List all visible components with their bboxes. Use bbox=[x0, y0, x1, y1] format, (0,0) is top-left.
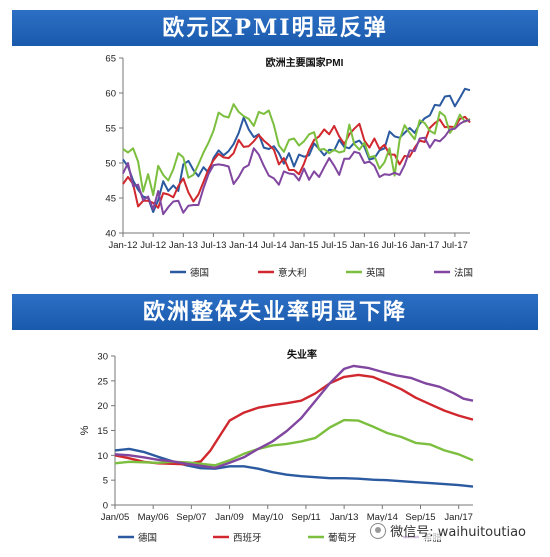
unemp-series-line-3 bbox=[114, 364, 474, 469]
pmi-y-tick-label: 45 bbox=[105, 194, 116, 205]
pmi-x-tick-label: Jul-16 bbox=[382, 240, 408, 251]
pmi-x-tick-label: Jul-13 bbox=[201, 240, 227, 251]
unemp-x-tick-label: Jan/09 bbox=[215, 512, 244, 523]
unemp-series-line-2 bbox=[114, 418, 474, 467]
unemp-x-tick-label: Jan/05 bbox=[101, 512, 130, 523]
pmi-chart-title: 欧洲主要国家PMI bbox=[266, 56, 344, 69]
pmi-series-line-1 bbox=[122, 115, 471, 209]
pmi-x-tick-label: Jul-15 bbox=[321, 240, 347, 251]
pmi-legend-label-2: 英国 bbox=[366, 267, 385, 279]
unemp-series-line-0 bbox=[114, 447, 474, 488]
pmi-legend-label-3: 法国 bbox=[454, 267, 473, 279]
pmi-x-tick-label: Jul-12 bbox=[140, 240, 166, 251]
pmi-x-tick-label: Jan-13 bbox=[169, 240, 198, 251]
unemp-legend-label-2: 葡萄牙 bbox=[328, 532, 357, 544]
pmi-legend-label-1: 意大利 bbox=[278, 267, 307, 279]
pmi-y-tick-label: 65 bbox=[105, 54, 116, 65]
pmi-y-tick-label: 60 bbox=[105, 89, 116, 100]
unemp-x-tick-label: May/06 bbox=[138, 512, 169, 523]
unemp-y-tick-label: 15 bbox=[97, 426, 108, 437]
unemp-y-tick-label: 10 bbox=[97, 451, 108, 462]
pmi-x-tick-label: Jan-12 bbox=[108, 240, 137, 251]
section-title-unemployment: 欧洲整体失业率明显下降 bbox=[12, 294, 538, 330]
unemp-x-tick-label: Sep/07 bbox=[176, 512, 206, 523]
pmi-x-tick-label: Jul-17 bbox=[442, 240, 468, 251]
unemp-y-tick-label: 25 bbox=[97, 376, 108, 387]
unemp-y-axis-label: % bbox=[79, 425, 91, 435]
pmi-y-tick-label: 40 bbox=[105, 229, 116, 240]
unemp-y-tick-label: 30 bbox=[97, 352, 108, 363]
pmi-x-tick-label: Jan-16 bbox=[350, 240, 379, 251]
pmi-x-tick-label: Jan-17 bbox=[410, 240, 439, 251]
pmi-x-tick-label: Jan-14 bbox=[229, 240, 258, 251]
unemp-y-tick-label: 5 bbox=[103, 476, 108, 487]
pmi-x-tick-label: Jul-14 bbox=[261, 240, 287, 251]
unemp-chart-title: 失业率 bbox=[287, 348, 317, 361]
pmi-series-line-3 bbox=[122, 119, 471, 216]
pmi-series-line-0 bbox=[122, 87, 471, 213]
wechat-watermark: 微信号: waihuitoutiao bbox=[368, 521, 528, 540]
pmi-x-tick-label: Jan-15 bbox=[290, 240, 319, 251]
unemp-x-tick-label: Jan/13 bbox=[330, 512, 359, 523]
unemp-x-tick-label: May/10 bbox=[252, 512, 283, 523]
unemp-y-tick-label: 0 bbox=[103, 501, 108, 512]
unemp-series-line-1 bbox=[114, 373, 474, 466]
pmi-series-line-2 bbox=[122, 103, 471, 197]
pmi-y-tick-label: 55 bbox=[105, 124, 116, 135]
pmi-legend-label-0: 德国 bbox=[190, 267, 209, 279]
unemp-legend-label-0: 德国 bbox=[138, 532, 157, 544]
unemp-y-tick-label: 20 bbox=[97, 401, 108, 412]
watermark-text: 微信号: waihuitoutiao bbox=[390, 525, 526, 540]
pmi-y-tick-label: 50 bbox=[105, 159, 116, 170]
section-title-pmi: 欧元区PMI明显反弹 bbox=[12, 10, 538, 46]
wechat-icon bbox=[370, 522, 387, 539]
unemp-x-tick-label: Sep/11 bbox=[291, 512, 320, 523]
unemp-legend-label-1: 西班牙 bbox=[233, 532, 262, 544]
